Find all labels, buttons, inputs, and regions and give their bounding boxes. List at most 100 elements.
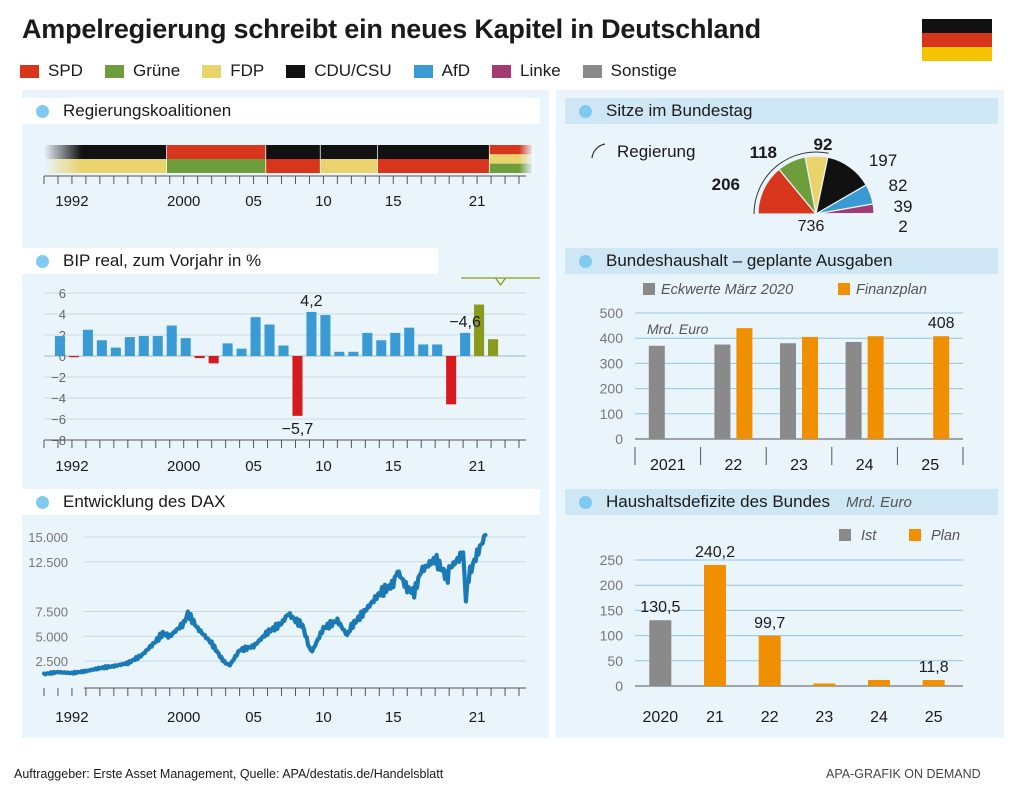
seat-label: 118 xyxy=(750,143,777,162)
y-tick-label: 6 xyxy=(59,286,66,301)
x-tick-label: 15 xyxy=(385,709,402,726)
legend-item: AfD xyxy=(413,61,471,81)
bip-bar xyxy=(222,343,233,356)
party-legend: SPD Grüne FDP CDU/CSU AfD Linke Sonstige xyxy=(20,60,699,82)
x-tick-label: 2021 xyxy=(650,457,686,474)
haushalt-bar xyxy=(845,341,862,439)
bip-data-label: −5,7 xyxy=(282,421,314,438)
x-tick-label: 15 xyxy=(385,193,402,210)
x-tick-label: 1992 xyxy=(55,709,88,726)
coalition-band xyxy=(377,159,490,173)
bip-bar xyxy=(82,329,93,356)
section-title: BIP real, zum Vorjahr in % xyxy=(63,251,262,270)
x-tick-label: 05 xyxy=(245,458,262,475)
flag-stripe-black xyxy=(922,19,992,33)
legend-label: CDU/CSU xyxy=(314,61,392,80)
dax-line xyxy=(41,532,488,677)
y-tick-label: −6 xyxy=(51,412,66,427)
x-tick-label: 23 xyxy=(815,709,833,726)
x-tick-label: 21 xyxy=(706,709,724,726)
bip-bar xyxy=(124,337,135,356)
legend-swatch xyxy=(582,64,602,78)
government-arc xyxy=(753,151,829,215)
x-tick-label: 2000 xyxy=(167,709,200,726)
bip-bar xyxy=(390,332,401,356)
y-tick-label: 12.500 xyxy=(28,555,68,570)
bip-bar xyxy=(418,344,429,356)
y-tick-label: 250 xyxy=(600,552,624,568)
section-header-haushalt: Bundeshaushalt – geplante Ausgaben xyxy=(565,248,998,274)
x-tick-label: 22 xyxy=(761,709,779,726)
chart-haushalt: 500 400 300 200 100 0 Mrd. Euro Eckwerte März 2… xyxy=(600,282,964,474)
timeline-fade-left xyxy=(44,145,82,173)
y-tick-label: 15.000 xyxy=(28,530,68,545)
x-tick-label: 1992 xyxy=(55,193,88,210)
bip-bar xyxy=(348,351,359,356)
prognosis-pointer xyxy=(495,277,507,287)
seat-label: 92 xyxy=(814,135,833,154)
section-title: Regierungskoalitionen xyxy=(63,101,232,120)
legend-item: CDU/CSU xyxy=(286,61,392,81)
bip-bar xyxy=(194,356,205,359)
bip-bar xyxy=(404,327,415,356)
legend-item: FDP xyxy=(202,61,264,81)
bip-bar xyxy=(362,332,373,356)
defizit-legend-swatch xyxy=(839,529,851,541)
chart-defizit: 250 200 150 100 50 0 Ist Plan 2020 21 22 23 24 25 130,… xyxy=(600,528,963,726)
bip-bar xyxy=(292,356,303,416)
bip-bar xyxy=(278,345,289,356)
legend-swatch xyxy=(20,64,39,78)
x-tick-label: 1992 xyxy=(55,458,88,475)
y-tick-label: −4 xyxy=(51,391,66,406)
y-tick-label: 0 xyxy=(59,349,66,364)
coalition-band xyxy=(266,145,321,159)
haushalt-legend-label: Finanzplan xyxy=(856,282,927,298)
defizit-data-label: 240,2 xyxy=(695,544,735,561)
defizit-bar xyxy=(922,680,945,686)
y-tick-label: 4 xyxy=(59,307,66,322)
y-tick-label: 400 xyxy=(600,330,624,346)
seat-label: 197 xyxy=(869,151,897,170)
section-header-dax: Entwicklung des DAX xyxy=(22,489,540,515)
coalition-band xyxy=(166,145,267,159)
chart-dax: 15.000 12.500 7.500 5.000 2.500 1992 2000 05 10 1… xyxy=(28,530,526,726)
defizit-data-label: 130,5 xyxy=(640,599,680,616)
y-tick-label: 500 xyxy=(600,305,624,321)
seat-slice xyxy=(815,212,875,215)
legend-label: Grüne xyxy=(132,61,181,80)
defizit-bar xyxy=(704,564,726,686)
legend-swatch xyxy=(286,64,306,78)
section-header-sitze: Sitze im Bundestag xyxy=(565,98,998,124)
chart-bip: 6420−2−4−6−84,2−5,7−4,6Prognose199220000… xyxy=(43,277,540,475)
bip-bar xyxy=(474,304,485,356)
bip-bar xyxy=(460,332,471,356)
flag-stripe-gold xyxy=(922,47,992,61)
y-tick-label: 100 xyxy=(600,628,624,644)
x-tick-label: 10 xyxy=(315,458,332,475)
y-tick-label: 0 xyxy=(615,678,623,694)
bip-data-label: −4,6 xyxy=(449,314,481,331)
x-tick-label: 05 xyxy=(245,193,262,210)
x-tick-label: 24 xyxy=(856,457,874,474)
y-tick-label: 2 xyxy=(59,328,66,343)
haushalt-bar xyxy=(780,343,796,439)
legend-label: FDP xyxy=(230,61,265,80)
y-tick-label: 200 xyxy=(600,381,624,397)
section-header-defizit: Haushaltsdefizite des Bundes Mrd. Euro xyxy=(565,489,998,515)
x-tick-label: 25 xyxy=(921,457,939,474)
x-tick-label: 15 xyxy=(385,458,402,475)
y-tick-label: 5.000 xyxy=(35,629,68,644)
bip-bar xyxy=(110,347,121,356)
x-tick-label: 23 xyxy=(790,457,808,474)
x-tick-label: 10 xyxy=(315,193,332,210)
x-tick-label: 21 xyxy=(469,193,486,210)
bullet-icon xyxy=(36,495,49,509)
defizit-legend-swatch xyxy=(909,529,921,541)
y-tick-label: 150 xyxy=(600,602,624,618)
seat-label: 206 xyxy=(712,175,740,194)
legend-label: AfD xyxy=(441,61,471,80)
legend-item: Grüne xyxy=(104,61,181,81)
defizit-legend-label: Ist xyxy=(861,528,877,544)
y-tick-label: 200 xyxy=(600,577,624,593)
seat-label: 39 xyxy=(894,197,913,216)
